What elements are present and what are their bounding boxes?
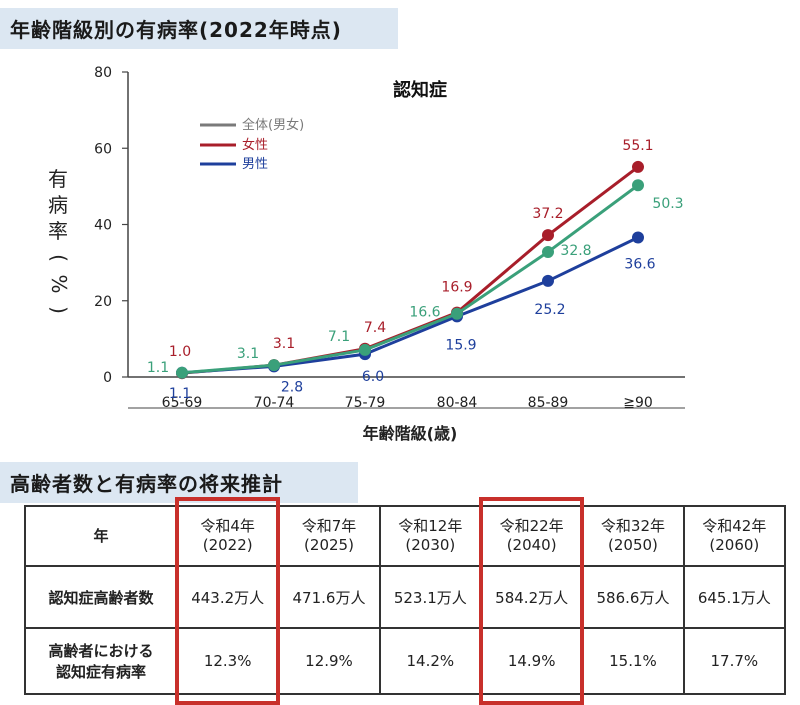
data-label: 1.1 xyxy=(169,386,191,402)
table-cell: 15.1% xyxy=(581,627,685,695)
era-year-label: 令和22年 xyxy=(499,517,564,535)
table-header-cell: 令和22年 (2040) xyxy=(479,505,584,567)
table-header-cell: 令和42年 (2060) xyxy=(682,505,787,567)
western-year-label: (2040) xyxy=(506,536,557,554)
x-tick-label: 80-84 xyxy=(437,395,478,411)
table-header-cell: 令和4年 (2022) xyxy=(175,505,280,567)
chart-title: 認知症 xyxy=(393,79,447,101)
table-cell: 584.2万人 xyxy=(479,565,584,629)
y-tick-label: 0 xyxy=(103,370,112,386)
y-axis-label-char: % xyxy=(47,274,71,293)
data-point xyxy=(451,307,463,320)
y-axis-label-char: ( xyxy=(47,254,71,262)
data-label: 37.2 xyxy=(532,206,563,222)
data-label: 7.4 xyxy=(364,320,386,336)
data-label: 36.6 xyxy=(624,256,655,272)
table-cell: 523.1万人 xyxy=(378,565,482,629)
data-label: 16.9 xyxy=(441,280,472,296)
data-point xyxy=(542,229,554,242)
y-axis-label-char: 病 xyxy=(48,193,68,217)
western-year-label: (2050) xyxy=(608,536,658,554)
table-header-cell: 令和7年 (2025) xyxy=(277,505,381,567)
western-year-label: (2022) xyxy=(202,536,253,554)
data-label: 7.1 xyxy=(328,329,350,345)
row-header-line: 高齢者における xyxy=(48,642,154,660)
table-cell: 17.7% xyxy=(682,627,787,695)
row-header-prevalence-rate: 高齢者における 認知症有病率 xyxy=(24,627,178,695)
row-header-line: 認知症有病率 xyxy=(55,663,146,681)
projection-table: 年 令和4年 (2022) 令和7年 (2025) 令和12年 (2030) 令和22… xyxy=(24,505,787,695)
x-tick-label: 70-74 xyxy=(254,395,295,411)
section-title-prevalence: 年齢階級別の有病率(2022年時点) xyxy=(0,8,398,49)
x-tick-label: 75-79 xyxy=(345,395,386,411)
table-row-prevalence-rate: 高齢者における 認知症有病率 12.3% 12.9% 14.2% 14.9% 15… xyxy=(24,627,787,695)
data-label: 3.1 xyxy=(237,346,259,362)
data-label: 32.8 xyxy=(560,243,591,259)
western-year-label: (2030) xyxy=(405,536,456,554)
data-point xyxy=(176,366,188,379)
table-cell: 12.3% xyxy=(175,627,280,695)
table-header-cell: 令和12年 (2030) xyxy=(378,505,482,567)
data-label: 15.9 xyxy=(445,337,476,353)
table-row-dementia-count: 認知症高齢者数 443.2万人 471.6万人 523.1万人 584.2万人 … xyxy=(24,565,787,629)
era-year-label: 令和7年 xyxy=(301,517,357,535)
legend-label: 男性 xyxy=(242,157,268,172)
data-label: 6.0 xyxy=(362,369,384,385)
y-axis-label-char: 有 xyxy=(48,167,68,191)
y-tick-label: 20 xyxy=(94,294,112,310)
y-tick-label: 80 xyxy=(94,65,112,81)
era-year-label: 令和12年 xyxy=(398,517,463,535)
data-label: 55.1 xyxy=(622,138,653,154)
row-header-dementia-count: 認知症高齢者数 xyxy=(24,565,178,629)
line-chart: 0 20 40 60 80 65-69 70-74 75-79 80-84 85-89 ≧90 認知症… xyxy=(47,65,685,443)
data-point xyxy=(542,274,554,287)
y-axis-label-char: 率 xyxy=(48,219,68,243)
data-point xyxy=(268,359,280,372)
data-label: 16.6 xyxy=(409,305,440,321)
legend-label: 女性 xyxy=(242,137,268,153)
x-tick-label: 85-89 xyxy=(528,395,569,411)
table-cell: 14.2% xyxy=(378,627,482,695)
legend-label: 全体(男女) xyxy=(242,117,304,133)
era-year-label: 令和32年 xyxy=(600,517,666,535)
section-title-projection: 高齢者数と有病率の将来推計 xyxy=(0,462,358,503)
series-line xyxy=(181,184,639,375)
table-cell: 12.9% xyxy=(277,627,381,695)
data-point xyxy=(632,179,644,192)
table-header-row: 年 令和4年 (2022) 令和7年 (2025) 令和12年 (2030) 令和22… xyxy=(24,505,787,567)
y-axis-label-char: ) xyxy=(47,306,71,314)
data-point xyxy=(359,343,371,356)
data-label: 1.0 xyxy=(169,344,191,360)
table-cell: 645.1万人 xyxy=(682,565,787,629)
data-label: 3.1 xyxy=(273,336,295,352)
x-tick-label: ≧90 xyxy=(623,395,653,411)
table-header-cell: 令和32年 (2050) xyxy=(581,505,685,567)
y-tick-label: 60 xyxy=(94,141,112,157)
table-cell: 14.9% xyxy=(479,627,584,695)
data-label: 1.1 xyxy=(147,360,169,376)
data-point xyxy=(632,160,644,173)
data-point xyxy=(542,245,554,258)
era-year-label: 令和42年 xyxy=(702,517,767,535)
data-label: 50.3 xyxy=(652,196,683,212)
table-cell: 443.2万人 xyxy=(175,565,280,629)
table-cell: 471.6万人 xyxy=(277,565,381,629)
data-point xyxy=(632,231,644,244)
data-label: 25.2 xyxy=(534,302,565,318)
x-axis-label: 年齢階級(歳) xyxy=(363,424,458,443)
table-cell: 586.6万人 xyxy=(581,565,685,629)
y-tick-label: 40 xyxy=(94,218,112,234)
data-label: 2.8 xyxy=(281,379,303,395)
western-year-label: (2025) xyxy=(304,536,354,554)
era-year-label: 令和4年 xyxy=(200,517,255,535)
table-corner-cell: 年 xyxy=(24,505,178,567)
x-tick-label: 65-69 xyxy=(162,395,203,411)
western-year-label: (2060) xyxy=(709,536,760,554)
